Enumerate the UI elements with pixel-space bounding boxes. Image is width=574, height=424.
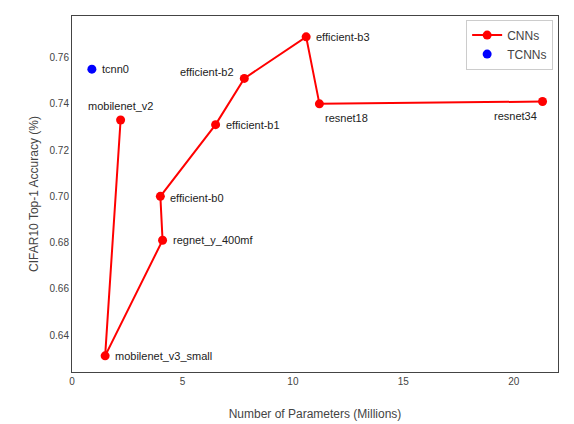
- svg-text:5: 5: [180, 376, 186, 387]
- svg-text:efficient-b0: efficient-b0: [170, 192, 224, 204]
- svg-text:regnet_y_400mf: regnet_y_400mf: [173, 234, 253, 246]
- svg-text:efficient-b2: efficient-b2: [180, 66, 234, 78]
- svg-text:0.72: 0.72: [50, 145, 70, 156]
- svg-text:0.64: 0.64: [50, 330, 70, 341]
- svg-text:efficient-b3: efficient-b3: [316, 31, 370, 43]
- svg-text:mobilenet_v3_small: mobilenet_v3_small: [115, 350, 212, 362]
- svg-text:mobilenet_v2: mobilenet_v2: [88, 100, 153, 112]
- svg-text:10: 10: [287, 376, 299, 387]
- svg-text:Number of Parameters (Millions: Number of Parameters (Millions): [229, 407, 402, 421]
- svg-text:0: 0: [69, 376, 75, 387]
- svg-text:0.66: 0.66: [50, 283, 70, 294]
- svg-text:20: 20: [508, 376, 520, 387]
- svg-text:TCNNs: TCNNs: [507, 48, 546, 62]
- svg-text:0.74: 0.74: [50, 98, 70, 109]
- svg-text:0.76: 0.76: [50, 52, 70, 63]
- svg-text:15: 15: [398, 376, 410, 387]
- svg-text:CIFAR10 Top-1 Accuracy (%): CIFAR10 Top-1 Accuracy (%): [27, 116, 41, 272]
- svg-text:CNNs: CNNs: [507, 29, 539, 43]
- svg-text:resnet34: resnet34: [494, 110, 537, 122]
- svg-text:0.70: 0.70: [50, 191, 70, 202]
- svg-text:tcnn0: tcnn0: [102, 63, 129, 75]
- svg-text:efficient-b1: efficient-b1: [226, 119, 280, 131]
- svg-text:resnet18: resnet18: [325, 112, 368, 124]
- svg-text:0.68: 0.68: [50, 237, 70, 248]
